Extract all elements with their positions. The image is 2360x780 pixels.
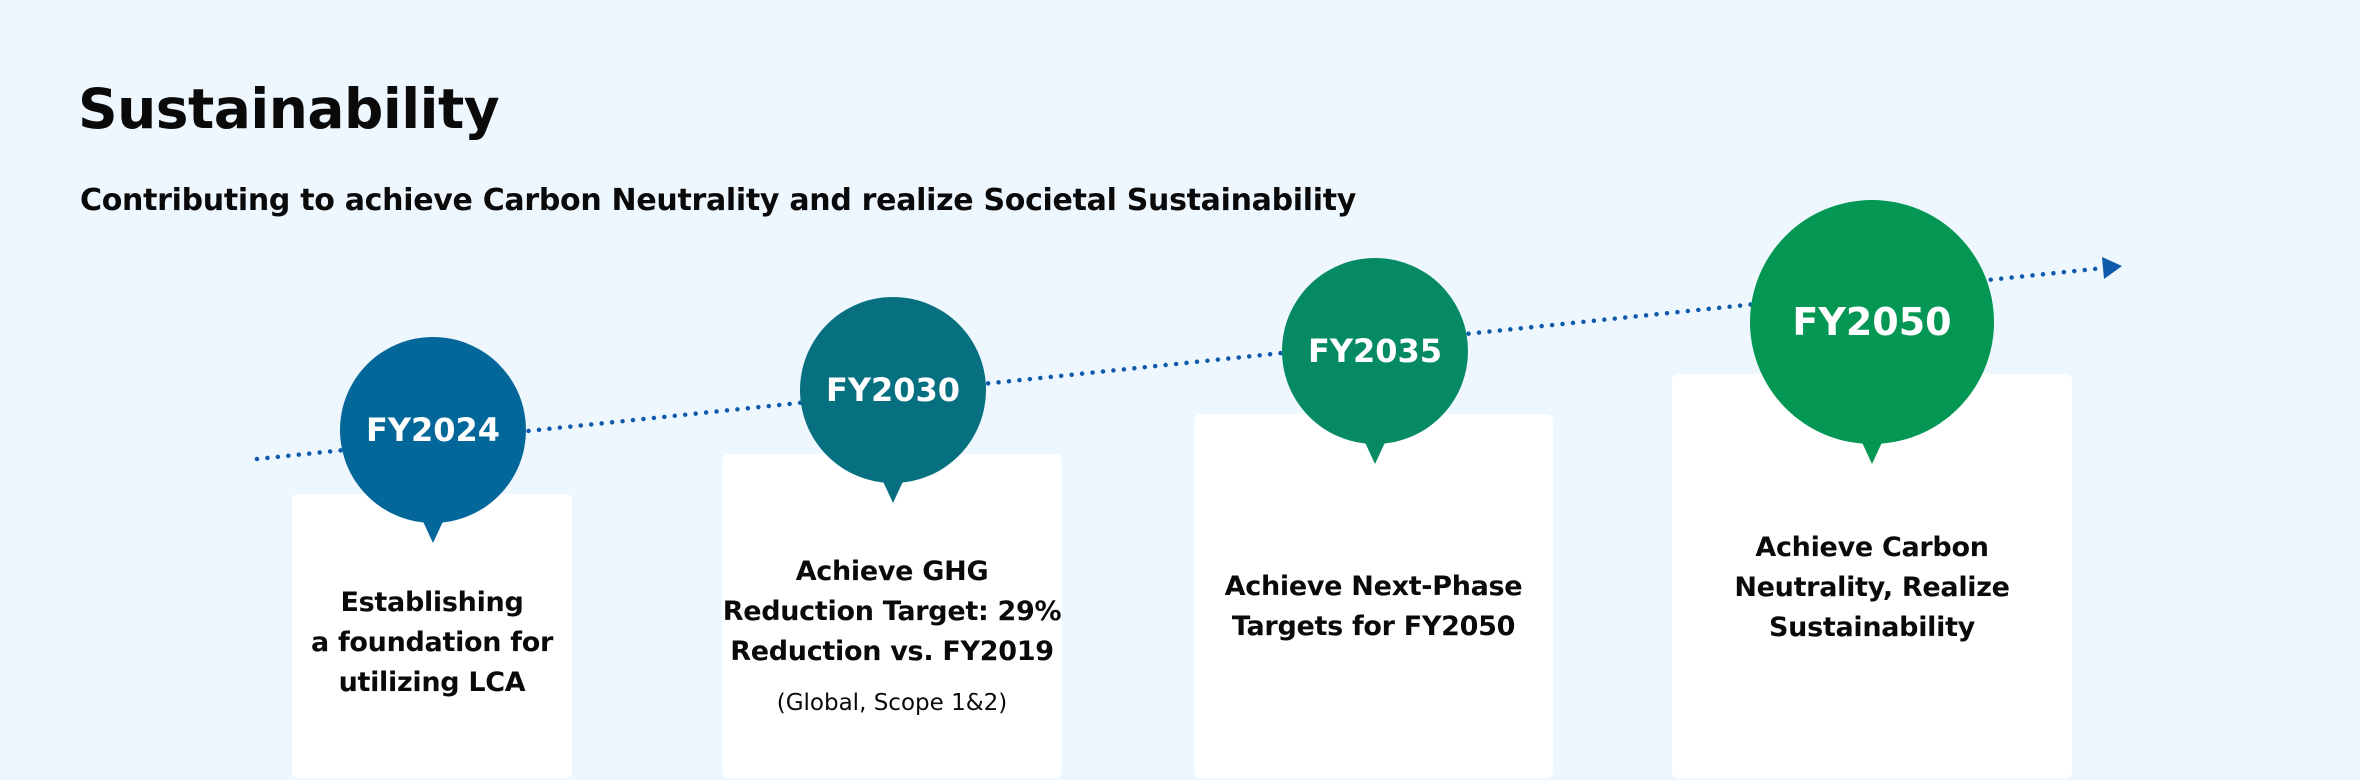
year-bubble-fy2035: FY2035 (1282, 258, 1468, 464)
year-label: FY2050 (1792, 300, 1952, 344)
bubble-tail (880, 475, 906, 503)
milestone-note: (Global, Scope 1&2) (776, 690, 1008, 716)
arrow-right-icon (2102, 257, 2122, 279)
page-title: Sustainability (78, 77, 500, 141)
milestone-text-line: utilizing LCA (338, 667, 526, 698)
milestone-text-line: Sustainability (1769, 612, 1975, 643)
bubble-tail (420, 515, 446, 543)
milestone-text-line: Targets for FY2050 (1231, 611, 1516, 642)
milestone-text-line: a foundation for (310, 627, 554, 658)
milestone-card-fy2030: Achieve GHG Reduction Target: 29% Reduct… (722, 454, 1062, 778)
year-label: FY2030 (825, 371, 961, 409)
bubble-tail (1362, 436, 1388, 464)
year-bubble-fy2030: FY2030 (800, 297, 986, 503)
milestone-text-line: Establishing (340, 587, 524, 618)
milestone-text-line: Achieve Carbon (1755, 532, 1989, 563)
year-bubble-fy2050: FY2050 (1750, 200, 1994, 464)
milestone-text-line: Achieve Next-Phase (1224, 571, 1523, 602)
bubble-tail (1859, 436, 1885, 464)
page-subtitle: Contributing to achieve Carbon Neutralit… (80, 183, 1357, 218)
year-bubble-fy2024: FY2024 (340, 337, 526, 543)
milestone-card-fy2050: Achieve Carbon Neutrality, Realize Susta… (1672, 374, 2072, 778)
milestone-card-fy2035: Achieve Next-Phase Targets for FY2050 (1194, 414, 1553, 778)
milestone-text-line: Achieve GHG (795, 556, 989, 587)
milestone-text-line: Reduction Target: 29% (722, 596, 1062, 627)
milestone-card-fy2024: Establishing a foundation for utilizing … (292, 494, 572, 778)
milestone-text-line: Reduction vs. FY2019 (730, 636, 1054, 667)
year-label: FY2024 (365, 411, 501, 449)
year-label: FY2035 (1307, 332, 1443, 370)
milestone-text-line: Neutrality, Realize (1734, 572, 2010, 603)
